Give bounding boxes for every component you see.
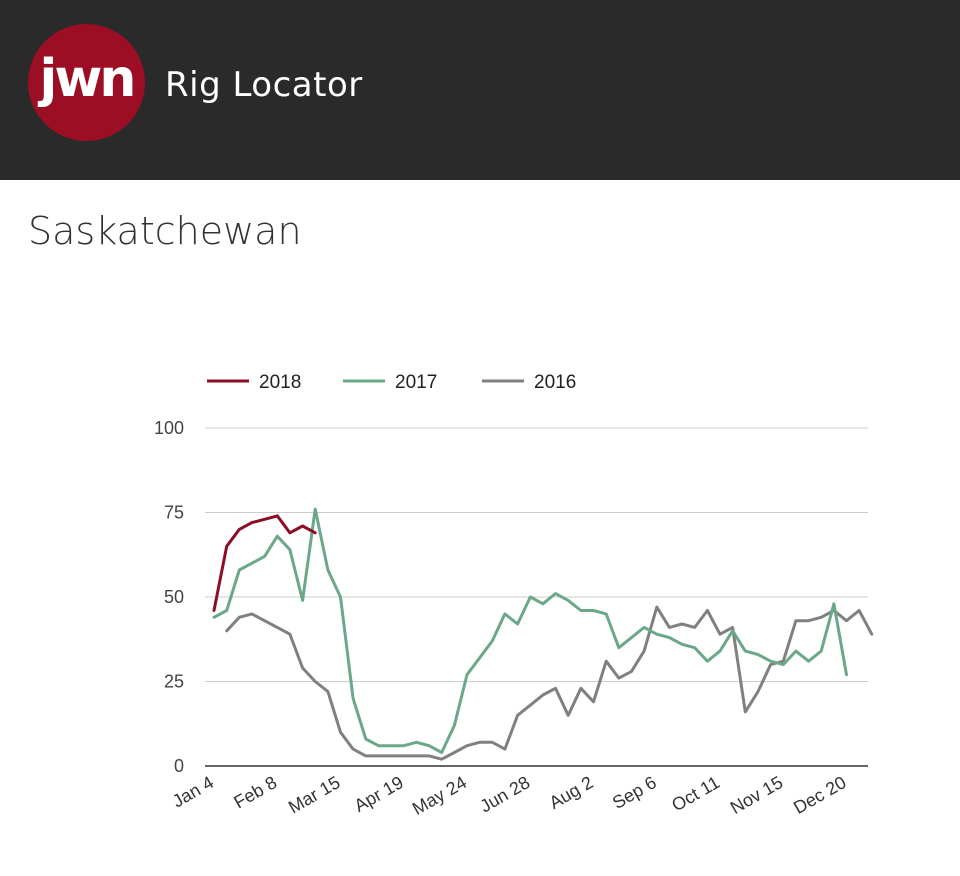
x-tick-label: Nov 15 [727,772,786,818]
jwn-logo[interactable]: jwn [28,24,145,141]
x-tick-label: Aug 2 [546,772,597,813]
y-tick-label: 0 [174,756,184,776]
x-tick-label: Sep 6 [609,772,660,813]
legend-label-2016: 2016 [534,372,576,393]
x-tick-label: May 24 [409,772,470,819]
app-title[interactable]: Rig Locator [165,65,363,105]
series-line-2018 [212,514,317,612]
x-tick-label: Jun 28 [476,772,533,816]
x-tick-label: Dec 20 [790,772,849,818]
y-tick-label: 25 [164,672,184,692]
logo-text: jwn [39,49,137,109]
y-tick-label: 75 [164,503,184,523]
x-tick-label: Oct 11 [668,772,723,815]
legend-label-2017: 2017 [395,372,437,393]
x-tick-label: Apr 19 [351,772,407,816]
x-tick-label: Feb 8 [230,772,280,812]
legend-label-2018: 2018 [259,372,301,393]
x-tick-label: Jan 4 [169,772,217,811]
series-line-2017 [212,507,848,754]
y-tick-label: 50 [164,587,184,607]
x-tick-label: Mar 15 [285,772,344,817]
page-title: Saskatchewan [28,209,302,253]
header-bar: jwn Rig Locator [0,0,960,180]
series-line-2016 [225,605,874,761]
y-tick-label: 100 [154,418,184,438]
